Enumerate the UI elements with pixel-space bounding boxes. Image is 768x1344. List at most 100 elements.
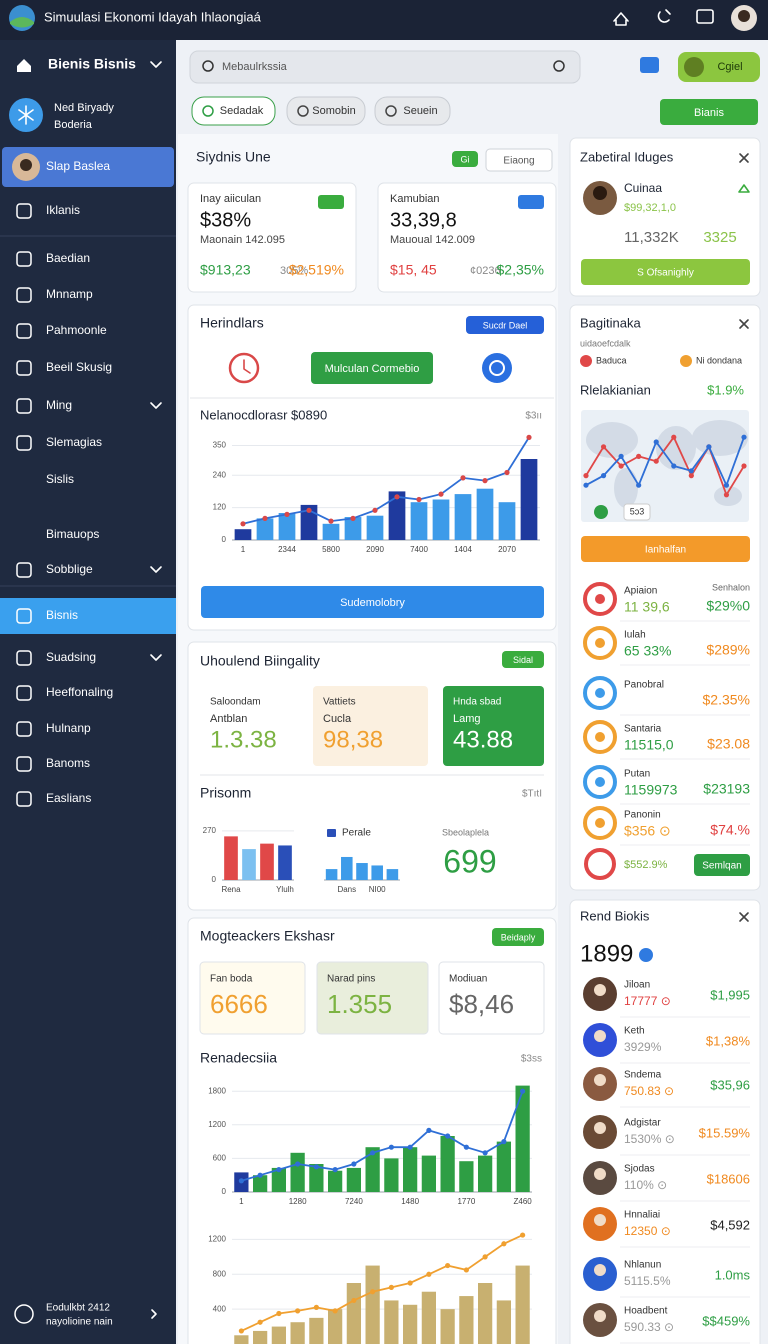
legend-dot <box>680 355 692 367</box>
button[interactable] <box>581 536 750 562</box>
button-label[interactable]: Semlqan <box>702 861 741 872</box>
filter-label[interactable]: Seuein <box>403 105 437 117</box>
nav-item[interactable]: Beeil Skusig <box>46 360 112 374</box>
nav-item[interactable]: Suadsing <box>46 650 96 664</box>
line-marker <box>257 1172 263 1178</box>
notify-button[interactable] <box>640 57 659 73</box>
card-delta: $2,35% <box>497 262 544 278</box>
line-marker <box>238 1178 244 1184</box>
bar <box>410 502 428 540</box>
button-label[interactable]: Gi <box>461 154 470 164</box>
button[interactable] <box>201 586 544 618</box>
button-label[interactable]: Ianhalfan <box>645 545 686 556</box>
line-marker <box>407 1144 413 1150</box>
nav-item[interactable]: Bimauops <box>46 527 99 541</box>
y-tick-label: 1200 <box>208 1235 226 1244</box>
button-label[interactable]: S Ofsanighly <box>637 268 694 279</box>
x-tick-label: Ylulh <box>276 885 294 894</box>
person-value: 590.33 ⊙ <box>624 1320 674 1334</box>
nav-icon <box>16 756 32 772</box>
nav-icon <box>16 398 32 414</box>
card-title: Herindlars <box>200 315 264 331</box>
user-name[interactable]: Cgiel <box>717 61 742 73</box>
nav-item[interactable]: Sobblige <box>46 562 93 576</box>
line-marker <box>463 1144 469 1150</box>
nav-icon <box>16 323 32 339</box>
nav-item[interactable]: Heeffonaling <box>46 685 113 699</box>
filter-chip[interactable] <box>191 96 276 126</box>
line-marker <box>328 518 334 524</box>
bar <box>328 1170 343 1192</box>
nav-item[interactable]: Baedian <box>46 251 90 265</box>
y-tick-label: 600 <box>213 1154 227 1163</box>
bar <box>421 1291 436 1344</box>
button-label[interactable]: Mulculan Cormebio <box>325 363 420 375</box>
close-icon <box>739 319 749 329</box>
person-avatar <box>594 984 606 996</box>
footer-text: Eodulkbt 2412 <box>46 1303 110 1314</box>
nav-item[interactable]: Sislis <box>46 472 74 486</box>
filter-label[interactable]: Sedadak <box>220 105 264 117</box>
button[interactable] <box>492 928 544 946</box>
button[interactable] <box>502 651 544 668</box>
bar <box>346 1167 361 1192</box>
filter-chip[interactable] <box>374 96 451 126</box>
line-marker <box>276 1310 282 1317</box>
button[interactable] <box>452 151 478 167</box>
line-marker <box>313 1304 319 1310</box>
nav-icon <box>16 721 32 737</box>
nav-item[interactable]: Easlians <box>46 791 91 805</box>
person-avatar <box>594 1264 606 1276</box>
chevron <box>150 61 162 68</box>
bar <box>224 836 238 880</box>
person-avatar <box>593 186 607 200</box>
person-amount: $35,96 <box>710 1077 750 1092</box>
button-label[interactable]: Bianis <box>694 107 724 119</box>
button[interactable] <box>311 352 433 384</box>
tile-sub: Antblan <box>210 713 247 725</box>
item-right: $2.35% <box>703 692 750 708</box>
x-tick-label: 7240 <box>345 1197 363 1206</box>
line-marker <box>351 1297 357 1304</box>
app-title: Simuulasi Ekonomi Idayah Ihlaongiaá <box>44 9 262 24</box>
nav-item[interactable]: Slemagias <box>46 435 102 449</box>
button[interactable] <box>485 148 553 172</box>
legend-label: Baduca <box>596 355 627 365</box>
button[interactable] <box>694 854 750 876</box>
button-label[interactable]: Sudemolobry <box>340 597 405 609</box>
nav-item[interactable]: Slap Baslea <box>46 159 110 173</box>
button[interactable] <box>581 259 750 285</box>
nav-item[interactable]: Iklanis <box>46 203 80 217</box>
line-marker <box>636 482 642 488</box>
nav-item[interactable]: Bisnis <box>46 608 78 622</box>
button-label[interactable]: Beidaply <box>501 932 536 942</box>
person-avatar <box>594 1122 606 1134</box>
map-land <box>614 468 638 508</box>
nav-item[interactable]: Ming <box>46 398 72 412</box>
search-placeholder[interactable]: Mebaulrkssia <box>222 61 288 73</box>
card-delta-pct: 305% <box>280 265 308 277</box>
button-label[interactable]: Eiaong <box>503 156 534 167</box>
line-marker <box>416 496 422 503</box>
brand[interactable]: Bienis Bisnis <box>48 56 136 72</box>
card-value: $38% <box>200 209 251 231</box>
button-label[interactable]: Sucdr Dael <box>483 320 528 330</box>
filter-label[interactable]: Somobin <box>312 105 355 117</box>
line-marker <box>688 473 694 479</box>
bar <box>454 494 472 540</box>
ring-icon <box>595 638 605 648</box>
tile-value: 1.3.38 <box>210 726 277 753</box>
y-tick-label: 240 <box>213 470 227 479</box>
button[interactable] <box>466 316 544 334</box>
nav-item[interactable]: Mnnamp <box>46 287 93 301</box>
nav-icon <box>16 287 32 303</box>
kpi-tile <box>443 686 544 766</box>
button[interactable] <box>660 99 758 125</box>
nav-icon <box>16 608 32 624</box>
nav-item[interactable]: Pahmoonle <box>46 323 107 337</box>
button-label[interactable]: Sidal <box>513 655 533 665</box>
nav-item[interactable]: Hulnanp <box>46 721 91 735</box>
nav-item[interactable]: Banoms <box>46 756 90 770</box>
x-tick-label: 1770 <box>457 1197 475 1206</box>
filter-chip[interactable] <box>286 96 366 126</box>
